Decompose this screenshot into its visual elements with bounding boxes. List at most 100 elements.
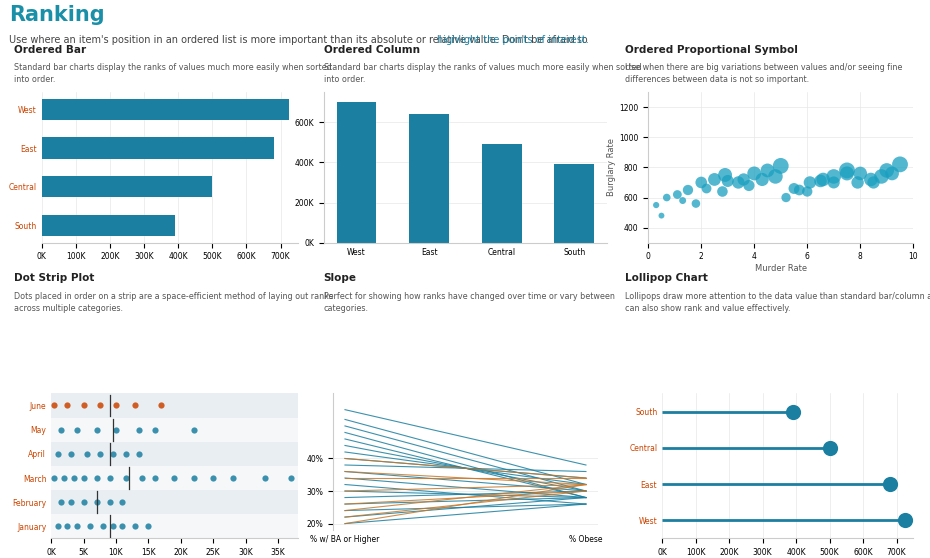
Point — [681, 185, 696, 194]
Point — [883, 479, 897, 489]
Point — [884, 169, 899, 178]
Point — [822, 443, 837, 452]
Text: Lollipops draw more attention to the data value than standard bar/column and
can: Lollipops draw more attention to the dat… — [625, 292, 930, 313]
Point — [778, 193, 793, 202]
Bar — [42, 176, 212, 198]
Text: Standard bar charts display the ranks of values much more easily when sorted
int: Standard bar charts display the ranks of… — [14, 64, 332, 84]
Text: highlight the points of interest.: highlight the points of interest. — [437, 36, 589, 45]
Point — [874, 172, 889, 181]
Text: Dot Strip Plot: Dot Strip Plot — [14, 273, 94, 283]
Bar — [554, 165, 594, 243]
Point — [118, 449, 133, 458]
Point — [760, 166, 775, 175]
Point — [131, 425, 146, 434]
Point — [66, 474, 81, 483]
Bar — [42, 137, 273, 158]
Point — [675, 196, 690, 205]
Point — [70, 425, 85, 434]
Point — [63, 449, 78, 458]
Point — [826, 178, 841, 187]
Point — [148, 474, 163, 483]
Point — [787, 184, 802, 193]
Point — [284, 474, 299, 483]
Point — [118, 474, 133, 483]
Bar — [51, 514, 298, 538]
Point — [131, 449, 146, 458]
Point — [688, 199, 703, 208]
Point — [53, 425, 68, 434]
Point — [866, 178, 881, 187]
Bar — [409, 114, 449, 243]
Point — [115, 498, 130, 507]
Point — [670, 190, 684, 199]
Point — [879, 166, 894, 175]
Point — [79, 449, 94, 458]
Point — [83, 522, 98, 531]
Point — [803, 178, 817, 187]
Point — [840, 166, 855, 175]
Text: Use where an item's position in an ordered list is more important than its absol: Use where an item's position in an order… — [9, 36, 591, 45]
Point — [791, 185, 806, 194]
Bar — [337, 102, 377, 243]
Point — [694, 178, 709, 187]
Text: Ordered Column: Ordered Column — [324, 45, 419, 55]
Point — [649, 201, 664, 210]
Point — [800, 187, 815, 196]
Point — [96, 522, 111, 531]
Point — [699, 184, 714, 193]
Point — [654, 211, 669, 220]
Point — [813, 176, 828, 185]
Point — [141, 522, 156, 531]
Point — [720, 176, 735, 185]
Bar — [42, 99, 289, 120]
Point — [89, 425, 104, 434]
Point — [863, 175, 878, 184]
Point — [128, 522, 143, 531]
Text: Lollipop Chart: Lollipop Chart — [625, 273, 708, 283]
Text: Standard bar charts display the ranks of values much more easily when sorted
int: Standard bar charts display the ranks of… — [324, 64, 642, 84]
Point — [105, 522, 120, 531]
Point — [816, 175, 830, 184]
Text: Dots placed in order on a strip are a space-efficient method of laying out ranks: Dots placed in order on a strip are a sp… — [14, 292, 333, 313]
Point — [53, 498, 68, 507]
Point — [737, 175, 751, 184]
Point — [154, 401, 169, 410]
Point — [850, 178, 865, 187]
Point — [718, 171, 733, 180]
Point — [747, 169, 762, 178]
Point — [258, 474, 272, 483]
Point — [897, 516, 912, 525]
Bar — [51, 466, 298, 490]
Point — [46, 401, 61, 410]
Text: Perfect for showing how ranks have changed over time or vary between
categories.: Perfect for showing how ranks have chang… — [324, 292, 615, 313]
Point — [225, 474, 240, 483]
Bar — [51, 442, 298, 466]
Point — [128, 401, 143, 410]
Point — [50, 449, 65, 458]
Y-axis label: Burglary Rate: Burglary Rate — [607, 138, 617, 196]
Point — [840, 169, 855, 178]
Point — [89, 498, 104, 507]
Text: Ranking: Ranking — [9, 5, 105, 25]
Point — [853, 169, 868, 178]
Point — [102, 474, 117, 483]
Point — [785, 407, 800, 416]
Point — [715, 187, 730, 196]
Point — [893, 160, 908, 169]
Point — [76, 401, 91, 410]
Point — [773, 161, 788, 170]
Point — [92, 449, 107, 458]
Point — [115, 522, 130, 531]
Point — [731, 178, 746, 187]
Point — [167, 474, 182, 483]
Point — [76, 498, 91, 507]
Point — [60, 401, 74, 410]
Point — [768, 172, 783, 181]
Bar — [51, 393, 298, 417]
Point — [206, 474, 220, 483]
Point — [109, 425, 124, 434]
Point — [659, 193, 674, 202]
Bar — [482, 145, 522, 243]
Point — [109, 401, 124, 410]
Text: Ordered Proportional Symbol: Ordered Proportional Symbol — [625, 45, 798, 55]
